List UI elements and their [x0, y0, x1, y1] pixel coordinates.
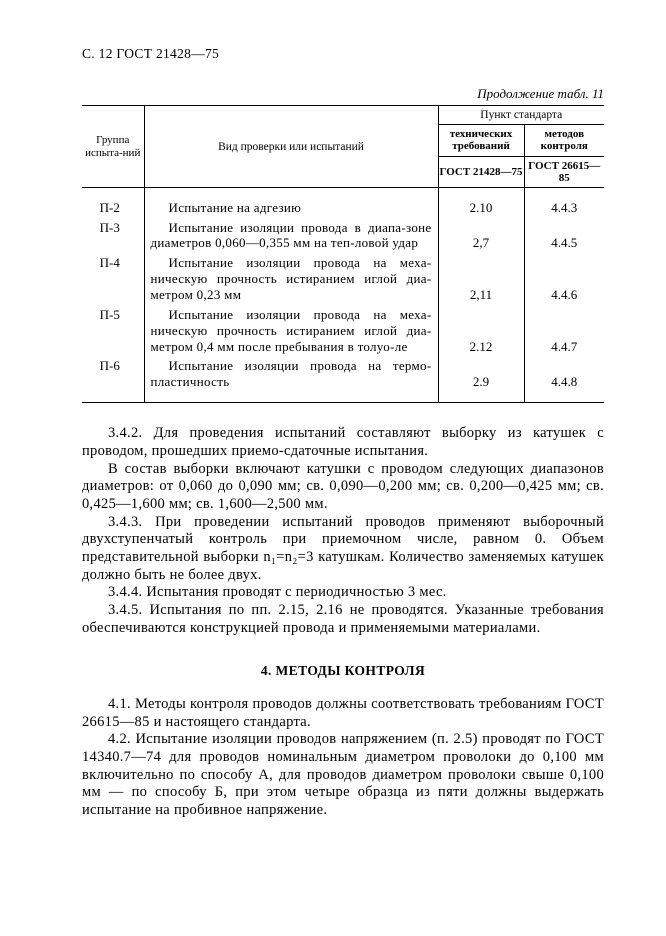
standards-table: Группа испыта-ний Вид проверки или испыт… [82, 105, 604, 403]
group-cell: П-5 [82, 305, 144, 357]
val-b: 4.4.5 [524, 218, 604, 254]
desc-cell: Испытание изоляции провода на меха-ничес… [144, 305, 438, 357]
page-header: С. 12 ГОСТ 21428—75 [82, 46, 604, 62]
section-title: 4. МЕТОДЫ КОНТРОЛЯ [82, 663, 604, 679]
paragraph: 3.4.4. Испытания проводят с периодичност… [82, 584, 604, 602]
paragraph: 4.1. Методы контроля проводов должны соо… [82, 696, 604, 731]
val-a: 2.9 [438, 356, 524, 392]
sub-meth: методов контроля [524, 125, 604, 156]
desc-cell: Испытание изоляции провода на термо-плас… [144, 356, 438, 392]
val-b: 4.4.3 [524, 198, 604, 218]
paragraph: 4.2. Испытание изоляции проводов напряже… [82, 731, 604, 819]
col-test-header: Вид проверки или испытаний [144, 106, 438, 187]
sub-tech: технических требований [438, 125, 524, 156]
val-b: 4.4.8 [524, 356, 604, 392]
col-standard-header: Пункт стандарта [438, 106, 604, 125]
desc-cell: Испытание на адгезию [144, 198, 438, 218]
page-label: С. 12 ГОСТ 21428—75 [82, 46, 219, 61]
table-row: П-6Испытание изоляции провода на термо-п… [82, 356, 604, 392]
val-b: 4.4.7 [524, 305, 604, 357]
group-cell: П-6 [82, 356, 144, 392]
paragraph: В состав выборки включают катушки с пров… [82, 461, 604, 514]
paragraph: 3.4.3. При проведении испытаний проводов… [82, 514, 604, 585]
gost-a: ГОСТ 21428—75 [438, 156, 524, 187]
paragraph: 3.4.2. Для проведения испытаний составля… [82, 425, 604, 460]
val-a: 2.10 [438, 198, 524, 218]
val-b: 4.4.6 [524, 253, 604, 305]
group-cell: П-4 [82, 253, 144, 305]
table-row: П-5Испытание изоляции провода на меха-ни… [82, 305, 604, 357]
val-a: 2,7 [438, 218, 524, 254]
table-row: П-4Испытание изоляции провода на меха-ни… [82, 253, 604, 305]
table-row: П-3Испытание изоляции провода в диапа-зо… [82, 218, 604, 254]
val-a: 2.12 [438, 305, 524, 357]
group-cell: П-2 [82, 198, 144, 218]
table-row: П-2Испытание на адгезию2.104.4.3 [82, 198, 604, 218]
val-a: 2,11 [438, 253, 524, 305]
table-caption: Продолжение табл. 11 [82, 86, 604, 102]
desc-cell: Испытание изоляции провода на меха-ничес… [144, 253, 438, 305]
group-cell: П-3 [82, 218, 144, 254]
paragraph: 3.4.5. Испытания по пп. 2.15, 2.16 не пр… [82, 602, 604, 637]
gost-b: ГОСТ 26615—85 [524, 156, 604, 187]
col-group-header: Группа испыта-ний [82, 106, 144, 187]
desc-cell: Испытание изоляции провода в диапа-зоне … [144, 218, 438, 254]
